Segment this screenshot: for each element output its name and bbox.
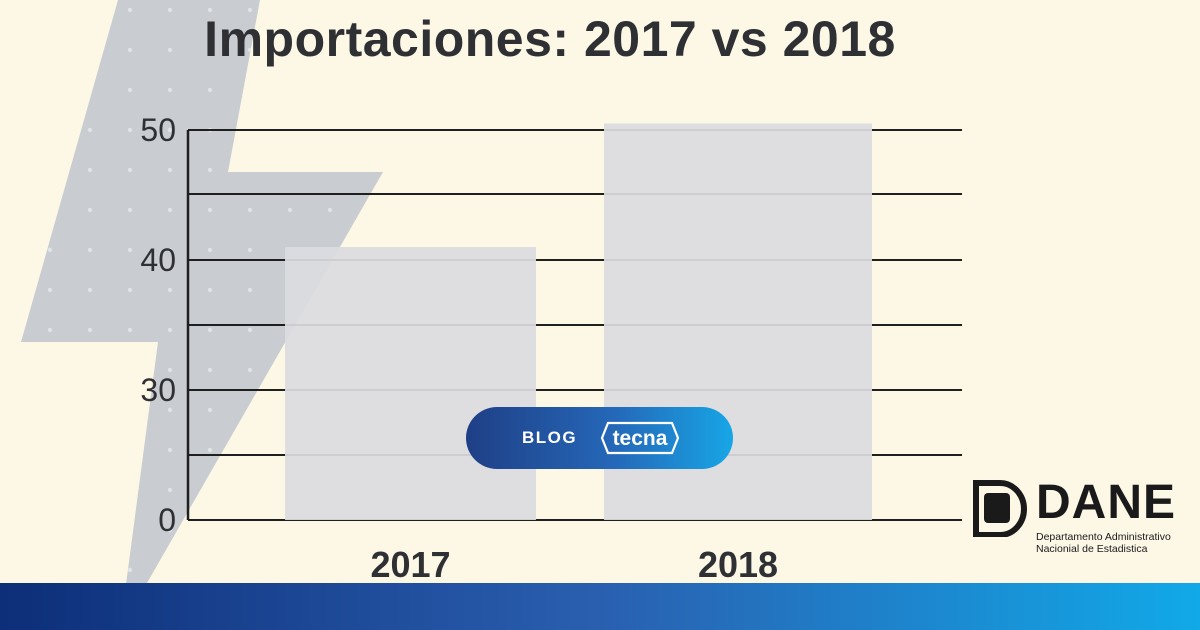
- y-tick-label: 30: [140, 372, 176, 408]
- chart-title: Importaciones: 2017 vs 2018: [204, 11, 896, 67]
- x-tick-label: 2017: [370, 544, 450, 585]
- bottom-gradient-band: [0, 583, 1200, 630]
- bar-2017: [285, 247, 536, 520]
- y-tick-label: 0: [158, 502, 176, 538]
- dane-mark-icon: [973, 480, 1027, 537]
- dane-logo: DANE Departamento Administrativo Nacioni…: [972, 476, 1192, 559]
- tecna-logo: tecna: [600, 421, 680, 455]
- x-tick-label: 2018: [698, 544, 778, 585]
- y-tick-label: 40: [140, 242, 176, 278]
- blog-label: BLOG: [522, 428, 578, 447]
- y-tick-label: 50: [140, 112, 176, 148]
- blog-tecna-badge[interactable]: BLOG tecna: [466, 407, 733, 469]
- dane-wordmark: DANE: [1036, 476, 1177, 529]
- dane-subtitle-line1: Departamento Administrativo: [1036, 531, 1171, 543]
- tecna-brand-text: tecna: [613, 427, 668, 450]
- dane-subtitle-line2: Nacionial de Estadistica: [1036, 543, 1148, 555]
